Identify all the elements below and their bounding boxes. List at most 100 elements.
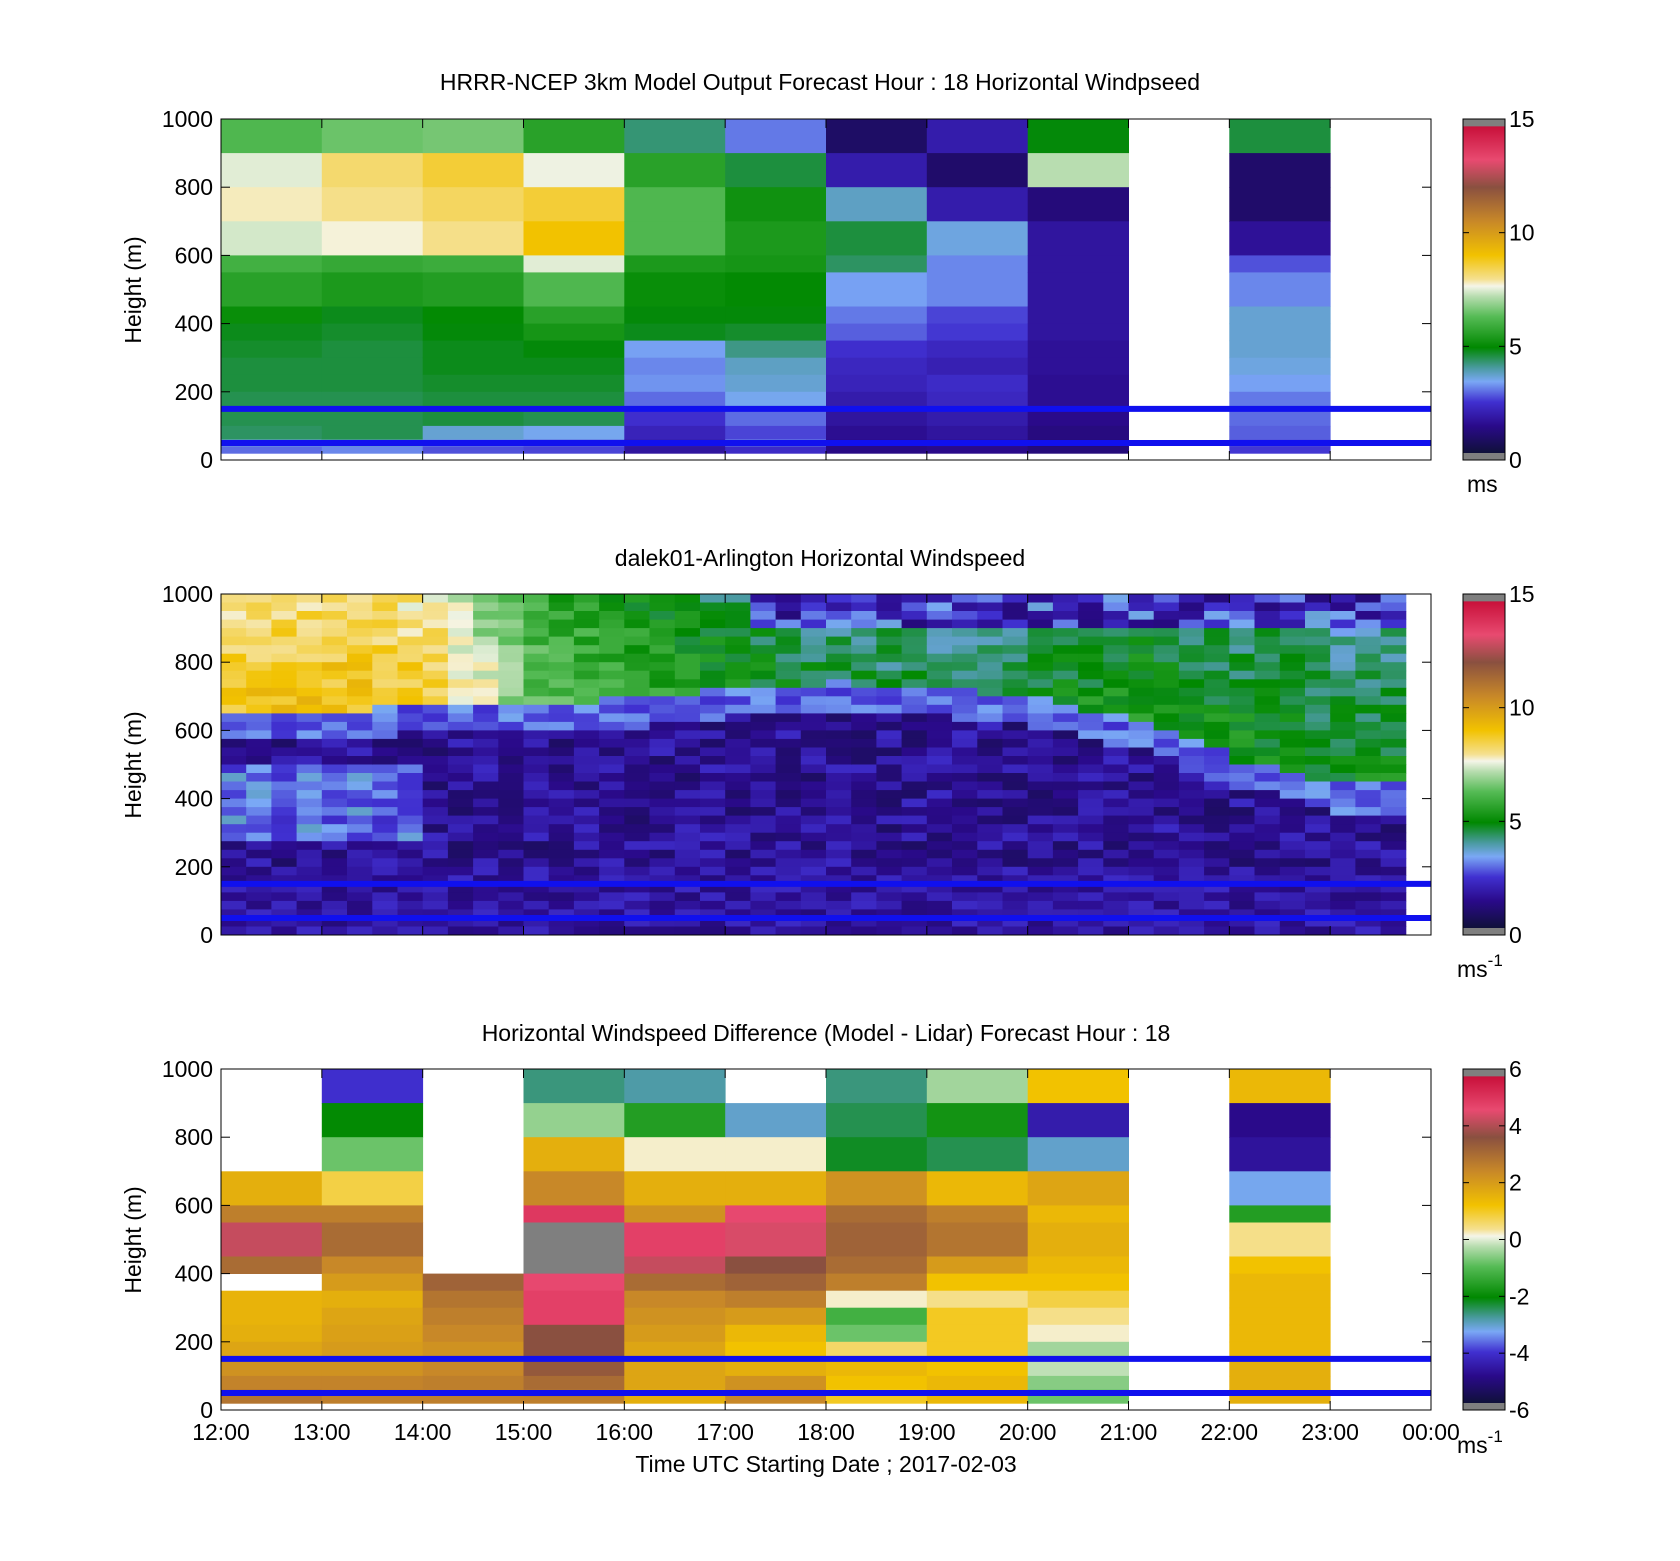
heat-cell bbox=[221, 1171, 323, 1206]
heat-cell bbox=[624, 883, 650, 893]
heat-cell bbox=[1103, 747, 1129, 757]
heat-cell bbox=[1229, 781, 1255, 791]
heat-cell bbox=[1204, 713, 1230, 723]
heat-cell bbox=[573, 909, 600, 919]
heat-cell bbox=[750, 824, 777, 834]
heat-cell bbox=[221, 306, 323, 325]
heat-cell bbox=[296, 781, 323, 791]
heat-cell bbox=[523, 408, 625, 427]
heat-cell bbox=[1204, 892, 1230, 902]
heat-cell bbox=[1229, 628, 1255, 638]
heat-cell bbox=[221, 446, 323, 454]
heat-cell bbox=[649, 713, 676, 723]
heat-cell bbox=[1153, 773, 1180, 782]
heat-cell bbox=[1153, 662, 1180, 672]
heat-cell bbox=[1380, 764, 1407, 774]
heat-cell bbox=[221, 764, 247, 774]
heat-cell bbox=[649, 858, 676, 868]
heat-cell bbox=[1078, 798, 1104, 808]
heat-cell bbox=[473, 747, 499, 757]
heat-cell bbox=[1052, 594, 1079, 603]
heat-cell bbox=[800, 858, 827, 868]
heat-cell bbox=[397, 909, 424, 919]
heat-cell bbox=[296, 832, 323, 842]
heat-cell bbox=[1027, 255, 1129, 273]
heat-cell bbox=[397, 849, 424, 859]
heat-cell bbox=[523, 1103, 625, 1138]
heat-cell bbox=[952, 926, 978, 936]
heat-cell bbox=[1254, 662, 1281, 672]
heat-cell bbox=[851, 704, 877, 714]
heat-cell bbox=[1279, 653, 1306, 663]
heat-cell bbox=[523, 653, 550, 663]
heat-cell bbox=[1305, 628, 1331, 638]
heat-cell bbox=[1153, 918, 1180, 927]
heat-cell bbox=[1052, 670, 1079, 680]
heat-cell bbox=[826, 781, 852, 791]
heat-cell bbox=[952, 747, 978, 757]
heat-cell bbox=[1305, 704, 1331, 714]
heat-cell bbox=[498, 781, 524, 791]
y-tick-label: 200 bbox=[175, 379, 213, 405]
heat-cell bbox=[926, 653, 953, 663]
heat-cell bbox=[1305, 824, 1331, 834]
heat-cell bbox=[1002, 721, 1029, 731]
heat-cell bbox=[1128, 704, 1155, 714]
heat-cell bbox=[347, 704, 373, 714]
heat-cell bbox=[1002, 875, 1029, 885]
heat-cell bbox=[1279, 594, 1306, 603]
heat-cell bbox=[1002, 773, 1029, 782]
heat-cell bbox=[700, 738, 726, 748]
heat-cell bbox=[1330, 815, 1356, 825]
heat-cell bbox=[1078, 875, 1104, 885]
panel-diff: Horizontal Windspeed Difference (Model -… bbox=[120, 1020, 1530, 1477]
heat-cell bbox=[775, 653, 802, 663]
heat-cell bbox=[1204, 866, 1230, 876]
heat-cell bbox=[624, 721, 650, 731]
heat-cell bbox=[649, 883, 676, 893]
heat-cell bbox=[624, 696, 650, 706]
heat-cell bbox=[1229, 1205, 1331, 1223]
heat-cell bbox=[1078, 790, 1104, 800]
heat-cell bbox=[1178, 747, 1205, 757]
heat-cell bbox=[1128, 730, 1155, 740]
heat-cell bbox=[624, 1341, 726, 1360]
heat-cell bbox=[1103, 798, 1129, 808]
heat-cell bbox=[750, 696, 777, 706]
heat-cell bbox=[1355, 645, 1382, 655]
heat-cell bbox=[599, 696, 625, 706]
heat-cell bbox=[422, 670, 449, 680]
heat-cell bbox=[271, 764, 298, 774]
heat-cell bbox=[1204, 628, 1230, 638]
heat-cell bbox=[800, 892, 827, 902]
heat-cell bbox=[347, 773, 373, 782]
heat-cell bbox=[901, 653, 928, 663]
heat-cell bbox=[624, 119, 726, 154]
heat-cell bbox=[826, 704, 852, 714]
heat-cell bbox=[1254, 628, 1281, 638]
heat-cell bbox=[826, 1290, 928, 1309]
heat-cell bbox=[1002, 679, 1029, 689]
heat-cell bbox=[1380, 815, 1407, 825]
heat-cell bbox=[221, 687, 247, 697]
heat-cell bbox=[1254, 841, 1281, 851]
heat-cell bbox=[1355, 730, 1382, 740]
heat-cell bbox=[624, 1358, 726, 1377]
heat-cell bbox=[826, 790, 852, 800]
panel-diff-unit-exp: -1 bbox=[1488, 1427, 1503, 1446]
heat-cell bbox=[952, 594, 978, 603]
heat-cell bbox=[523, 764, 550, 774]
heat-cell bbox=[926, 781, 953, 791]
heat-cell bbox=[296, 790, 323, 800]
heat-cell bbox=[624, 1396, 726, 1404]
heat-cell bbox=[321, 841, 348, 851]
heat-cell bbox=[1153, 738, 1180, 748]
colorbar-tick-label: 2 bbox=[1509, 1170, 1522, 1196]
heat-cell bbox=[725, 756, 751, 765]
heat-cell bbox=[498, 713, 524, 723]
heat-cell bbox=[246, 832, 272, 842]
heat-cell bbox=[221, 824, 247, 834]
heat-cell bbox=[826, 340, 928, 359]
heat-cell bbox=[1279, 849, 1306, 859]
heat-cell bbox=[826, 824, 852, 834]
